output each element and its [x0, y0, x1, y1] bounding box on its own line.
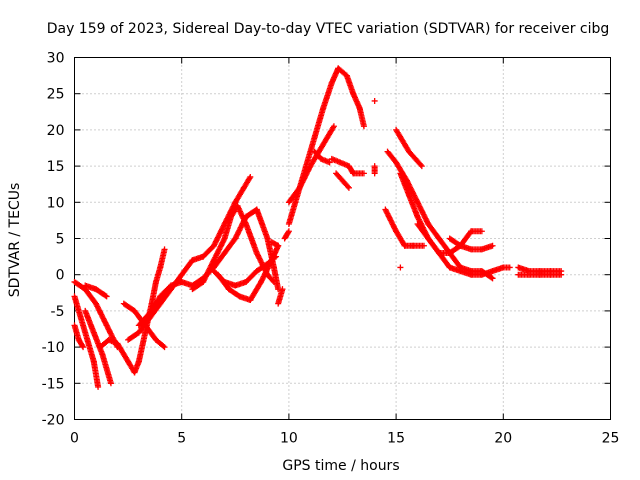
data-point: [330, 123, 337, 130]
data-point: [371, 97, 378, 104]
y-tick-label: 30: [47, 51, 65, 67]
data-point: [506, 264, 513, 271]
chart-title: Day 159 of 2023, Sidereal Day-to-day VTE…: [47, 21, 610, 37]
y-tick-label: 0: [56, 268, 65, 284]
series-arc-19: [333, 170, 352, 191]
data-point: [160, 343, 167, 350]
axis-ticks: [74, 57, 611, 420]
data-point: [420, 242, 427, 249]
y-tick-label: 15: [47, 159, 65, 175]
series-arc-17: [311, 148, 333, 166]
series-arc-03: [71, 322, 87, 351]
series-arc-10: [189, 202, 277, 293]
data-point: [360, 123, 367, 130]
x-axis-title: GPS time / hours: [282, 458, 399, 474]
data-point: [79, 342, 86, 349]
y-tick-label: -5: [51, 304, 65, 320]
x-tick-label: 15: [387, 431, 405, 447]
series-arc-18: [328, 155, 367, 177]
series-arc-11: [215, 242, 282, 304]
series-arc-23: [393, 126, 425, 170]
y-tick-label: 10: [47, 195, 65, 211]
data-point: [103, 293, 110, 300]
data-point: [344, 183, 351, 190]
x-tick-label: 0: [70, 431, 79, 447]
y-tick-label: 20: [47, 123, 65, 139]
data-point: [418, 163, 425, 170]
x-tick-label: 10: [280, 431, 298, 447]
data-point: [107, 380, 114, 387]
data-point: [80, 344, 87, 351]
data-point: [285, 228, 292, 235]
data-point: [345, 184, 352, 191]
data-point: [397, 264, 404, 271]
data-point: [273, 242, 280, 249]
y-tick-label: 5: [56, 232, 65, 248]
x-tick-label: 5: [177, 431, 186, 447]
data-point: [489, 242, 496, 249]
series-arc-15: [285, 65, 367, 228]
series-arc-13: [268, 239, 282, 249]
series-arc-04: [82, 307, 114, 387]
data-point: [326, 159, 333, 166]
data-point: [360, 170, 367, 177]
series-arc-26: [382, 206, 427, 249]
series-arc-29: [397, 264, 404, 271]
y-axis-title: SDTVAR / TECUs: [7, 183, 23, 298]
data-point: [273, 253, 280, 260]
series-arc-20: [281, 228, 292, 242]
data-point: [489, 275, 496, 282]
data-point: [269, 277, 276, 284]
data-point: [161, 246, 168, 253]
series-arc-21: [371, 97, 378, 104]
data-point: [275, 242, 282, 249]
series-arc-31: [515, 271, 565, 278]
data-points: [71, 65, 565, 390]
grid: [74, 57, 611, 420]
series-arc-27: [414, 221, 513, 278]
series-arc-07: [82, 282, 110, 300]
y-axis-tick-labels: -20 -15 -10 -5 0 5 10 15 20 25 30: [42, 51, 65, 429]
x-axis-tick-labels: 0 5 10 15 20 25: [70, 431, 619, 447]
data-point: [371, 170, 378, 177]
data-point: [102, 292, 109, 299]
y-tick-label: 25: [47, 87, 65, 103]
data-point: [285, 229, 292, 236]
data-point: [558, 271, 565, 278]
series-arc-22: [371, 163, 378, 177]
series-arc-28: [446, 235, 496, 253]
y-tick-label: -20: [42, 413, 65, 429]
x-tick-label: 20: [494, 431, 512, 447]
data-point: [271, 254, 278, 261]
y-tick-label: -10: [42, 340, 65, 356]
series-arc-14: [275, 286, 286, 307]
series-arc-24: [384, 148, 496, 282]
data-point: [279, 286, 286, 293]
series-arc-02: [71, 293, 102, 390]
x-tick-label: 25: [602, 431, 620, 447]
data-point: [161, 344, 168, 351]
data-point: [247, 173, 254, 180]
data-point: [417, 161, 424, 168]
data-point: [95, 383, 102, 390]
data-point: [478, 228, 485, 235]
data-point: [488, 274, 495, 281]
y-tick-label: -15: [42, 376, 65, 392]
series-arc-12: [210, 253, 280, 289]
data-point: [270, 278, 277, 285]
